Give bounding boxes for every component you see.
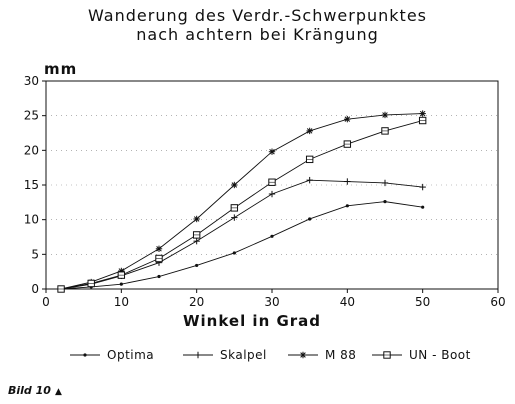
data-point	[418, 116, 427, 125]
data-point	[231, 214, 238, 221]
data-point	[381, 111, 389, 119]
legend-label: M 88	[325, 348, 356, 362]
data-point	[345, 204, 349, 208]
series-m-88	[57, 110, 426, 293]
data-point	[383, 200, 387, 204]
y-axis-label: mm	[44, 60, 77, 78]
y-tick-label: 10	[24, 213, 39, 227]
series-line	[60, 179, 423, 290]
data-point	[87, 279, 95, 288]
series-line	[60, 113, 423, 290]
data-point	[270, 234, 274, 238]
data-point	[305, 155, 314, 164]
series-un-boot	[57, 116, 427, 293]
data-point	[381, 127, 389, 135]
x-tick-label: 30	[264, 295, 279, 309]
series-line	[60, 120, 423, 290]
data-point	[383, 351, 391, 359]
data-point	[344, 115, 351, 123]
x-axis-ticks: 0 10 20 30 40 50 60	[42, 289, 506, 309]
data-point	[381, 179, 389, 187]
series-skalpel	[57, 176, 426, 293]
data-point	[230, 204, 239, 212]
data-point	[83, 353, 87, 357]
figure-caption-text: Bild 10	[8, 384, 51, 397]
legend: Optima Skalpel M 88 UN - Boot	[70, 348, 471, 362]
data-point	[155, 245, 163, 252]
data-point	[306, 127, 313, 135]
data-point	[299, 351, 307, 359]
legend-label: Skalpel	[220, 348, 267, 362]
data-point	[119, 282, 123, 286]
data-point	[268, 148, 276, 155]
y-tick-label: 30	[24, 74, 39, 88]
data-point	[419, 183, 426, 191]
data-point	[157, 274, 161, 279]
data-point	[231, 181, 238, 189]
x-tick-label: 10	[114, 295, 129, 309]
data-point	[419, 110, 426, 117]
legend-item: Skalpel	[183, 348, 267, 362]
x-axis-label: Winkel in Grad	[183, 312, 321, 330]
x-tick-label: 0	[42, 295, 50, 309]
y-tick-label: 20	[24, 143, 39, 157]
data-point	[343, 140, 352, 148]
data-point	[268, 178, 276, 186]
chart-subtitle: nach achtern bei Krängung	[136, 25, 379, 44]
data-point	[192, 231, 201, 239]
y-tick-label: 5	[31, 247, 39, 261]
data-point	[194, 351, 202, 359]
chart-title: Wanderung des Verdr.-Schwerpunktes	[88, 6, 427, 25]
y-tick-label: 15	[24, 178, 39, 192]
figure-caption: Bild 10 ▲	[8, 384, 62, 397]
x-tick-label: 60	[490, 295, 505, 309]
x-tick-label: 20	[189, 295, 204, 309]
data-point	[232, 251, 236, 255]
y-axis-ticks: 0 5 10 15 20 25 30	[24, 74, 46, 296]
x-tick-label: 50	[415, 295, 430, 309]
y-tick-label: 0	[31, 282, 39, 296]
data-point	[57, 285, 65, 293]
legend-label: UN - Boot	[409, 348, 471, 362]
y-tick-label: 25	[24, 109, 39, 123]
legend-label: Optima	[107, 348, 154, 362]
series-layer	[57, 110, 427, 293]
data-point	[193, 237, 200, 245]
data-point	[308, 217, 312, 221]
series-line	[61, 201, 423, 290]
legend-item: Optima	[70, 348, 154, 362]
data-point	[344, 178, 351, 185]
data-point	[268, 190, 276, 198]
data-point	[117, 271, 126, 279]
data-point	[193, 215, 200, 223]
data-point	[421, 205, 425, 209]
x-tick-label: 40	[340, 295, 355, 309]
data-point	[306, 176, 313, 184]
data-point	[155, 254, 163, 263]
data-point	[195, 263, 199, 268]
caption-arrow-icon: ▲	[54, 387, 62, 397]
legend-item: UN - Boot	[372, 348, 471, 362]
legend-item: M 88	[288, 348, 356, 362]
